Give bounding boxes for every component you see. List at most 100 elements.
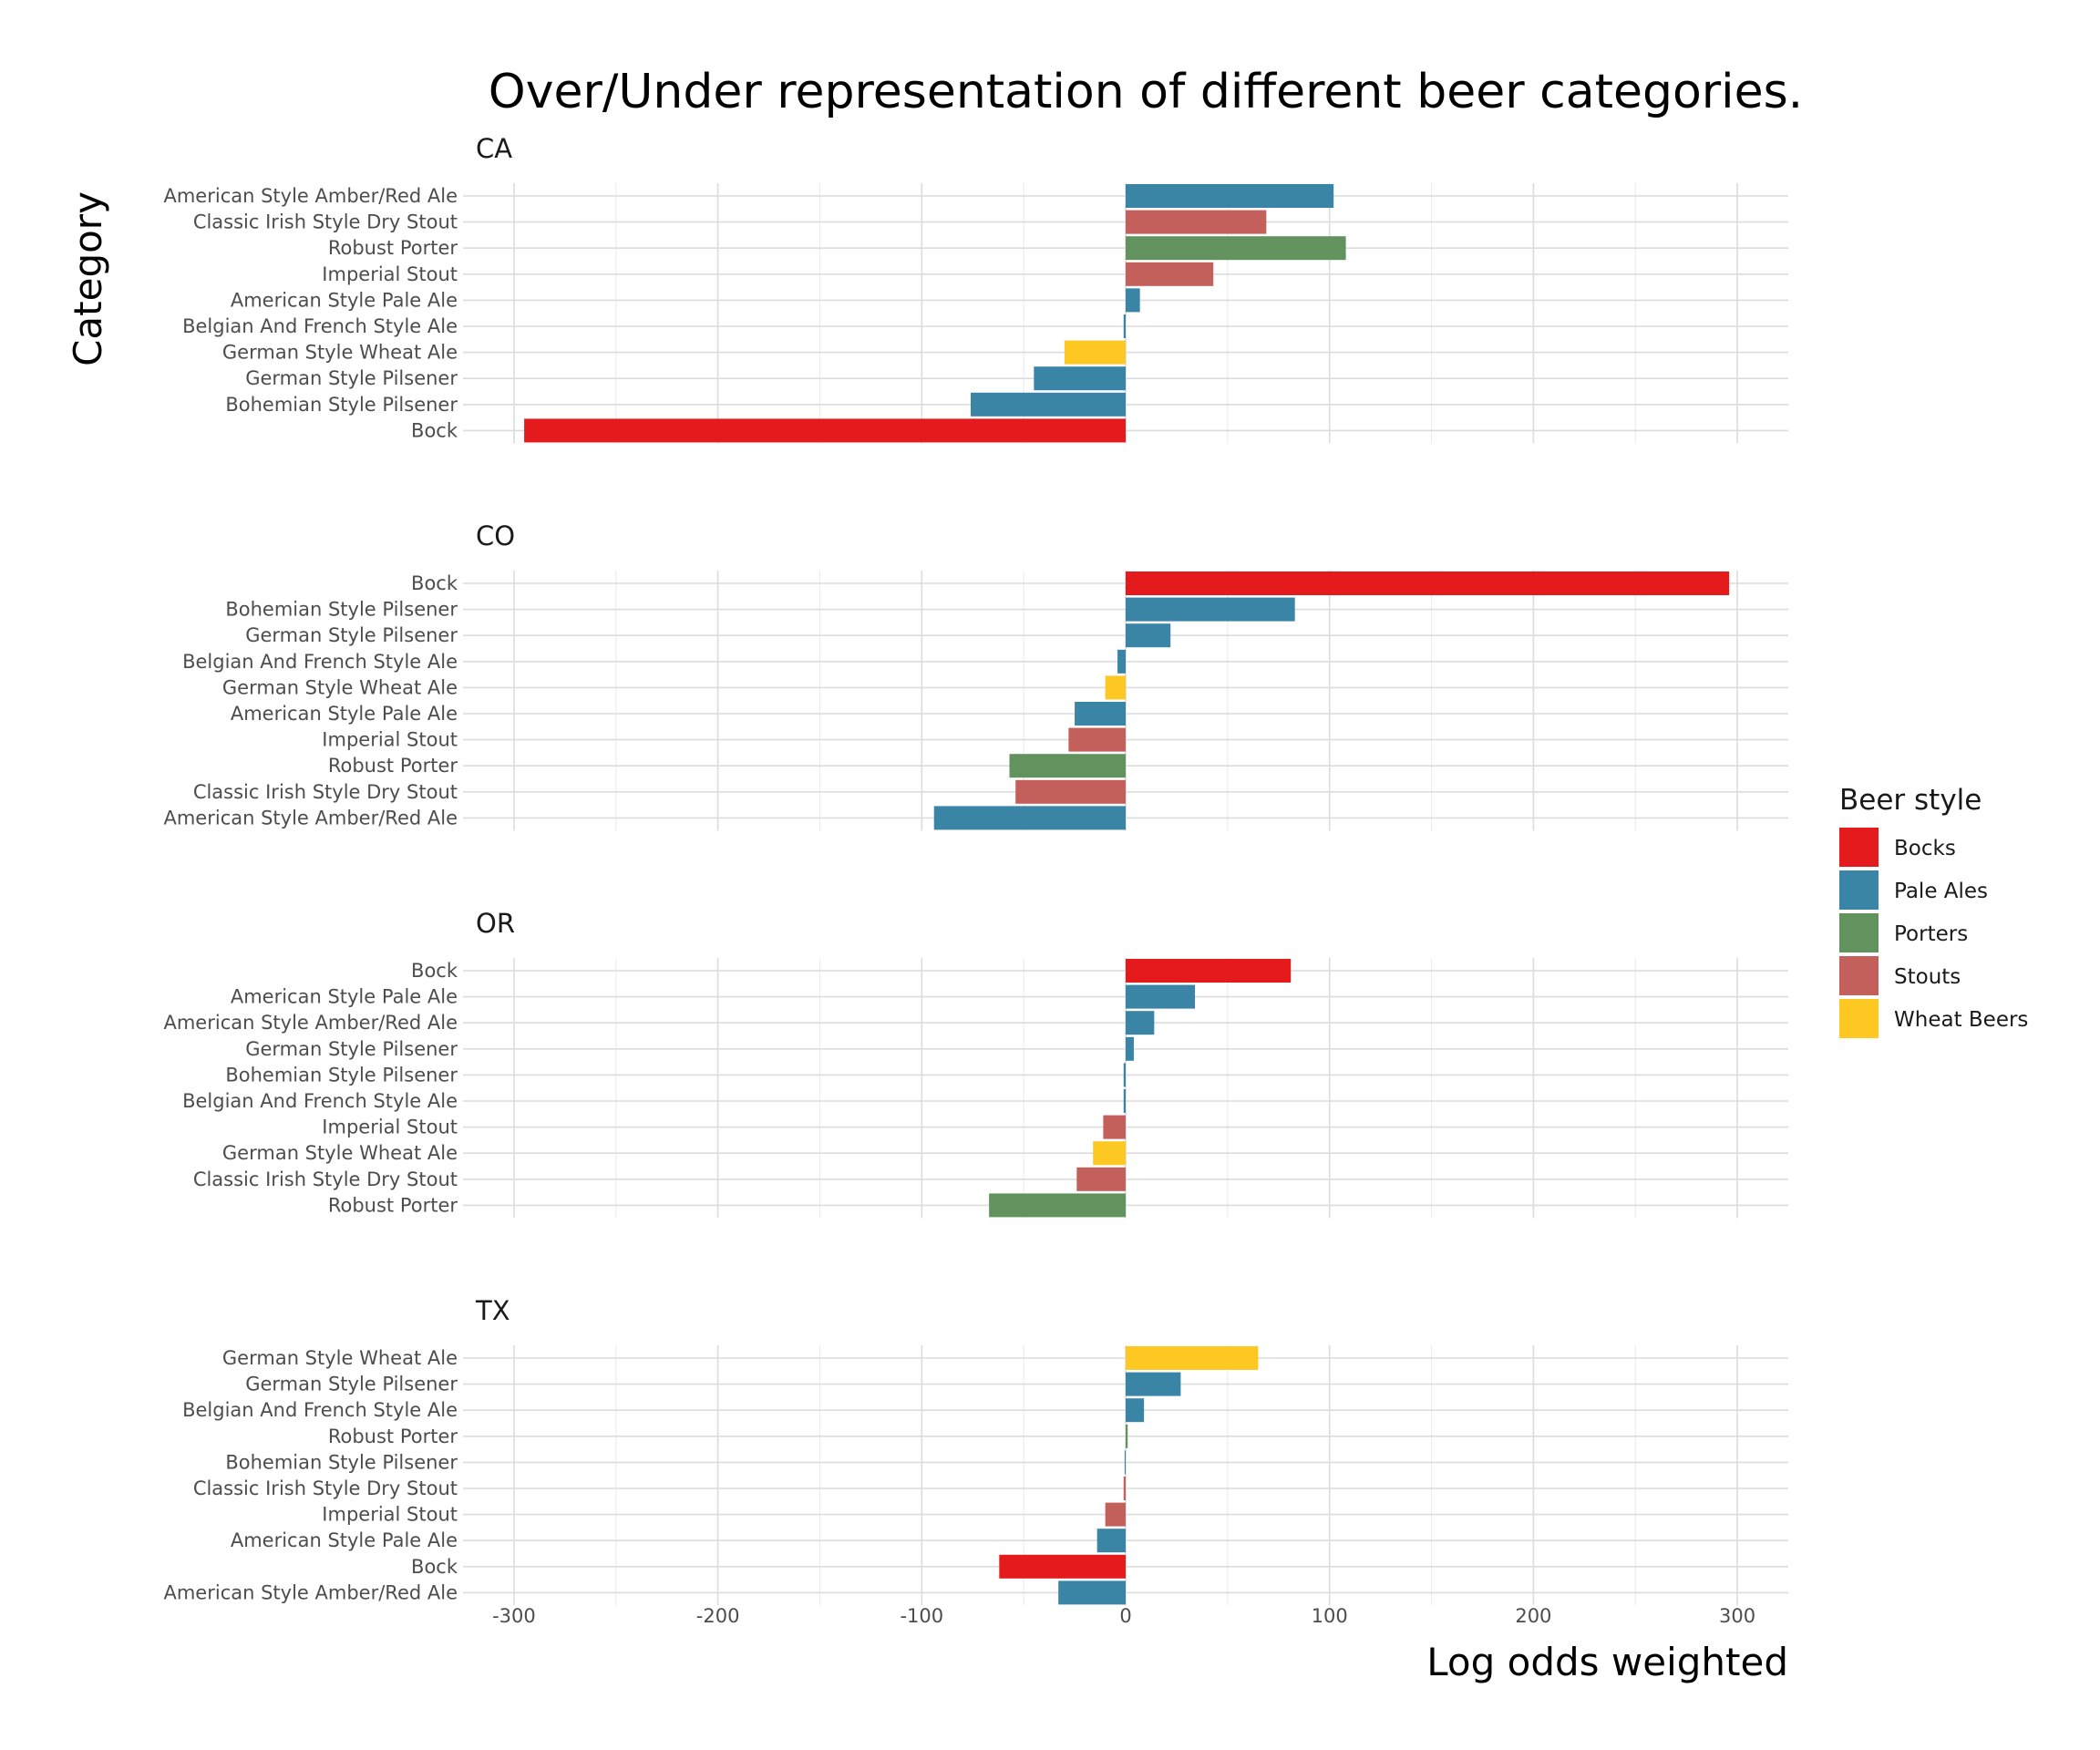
category-label: German Style Pilsener (245, 367, 458, 389)
legend-label: Wheat Beers (1894, 1008, 2028, 1032)
category-label: American Style Amber/Red Ale (163, 1012, 458, 1034)
category-label: Bock (411, 419, 458, 441)
category-label: Classic Irish Style Dry Stout (193, 781, 458, 803)
category-label: Robust Porter (328, 237, 458, 259)
bar (1126, 288, 1140, 313)
category-label: Robust Porter (328, 1194, 458, 1216)
category-label: Classic Irish Style Dry Stout (193, 1168, 458, 1190)
facet-panels: CA American Style Amber/Red Ale Classic Ir… (163, 133, 1788, 1606)
x-tick-label: 100 (1312, 1605, 1348, 1627)
legend-swatch (1839, 828, 1879, 867)
legend-swatch (1839, 870, 1879, 910)
bar (1123, 314, 1126, 338)
x-tick-label: 200 (1515, 1605, 1551, 1627)
category-label: German Style Pilsener (245, 1374, 458, 1395)
bar (1123, 1089, 1126, 1113)
category-label: American Style Amber/Red Ale (163, 807, 458, 829)
category-label: Imperial Stout (322, 1504, 458, 1526)
category-label: German Style Pilsener (245, 624, 458, 646)
bar (1105, 1502, 1126, 1527)
category-label: American Style Pale Ale (231, 289, 458, 311)
legend-swatch (1839, 913, 1879, 952)
legend-title: Beer style (1839, 784, 1982, 817)
bar (1126, 597, 1295, 622)
category-label: American Style Pale Ale (231, 986, 458, 1008)
panel-label: CA (476, 133, 512, 164)
bar (1126, 1398, 1145, 1423)
category-label: Belgian And French Style Ale (182, 651, 458, 673)
category-label: Robust Porter (328, 755, 458, 777)
category-label: Classic Irish Style Dry Stout (193, 1477, 458, 1499)
category-label: Imperial Stout (322, 729, 458, 751)
bar (1064, 340, 1126, 365)
panel-or: OR Bock American Style Pale Ale American St… (163, 908, 1788, 1219)
panel-label: TX (475, 1295, 510, 1326)
legend-item: Pale Ales (1839, 870, 1988, 910)
category-label: American Style Pale Ale (231, 703, 458, 725)
panel-tx: TX German Style Wheat Ale German Style Pil… (163, 1295, 1788, 1606)
category-label: German Style Pilsener (245, 1038, 458, 1060)
bar (989, 1193, 1126, 1218)
bar (1126, 184, 1334, 208)
bar (1076, 1167, 1126, 1191)
category-label: American Style Amber/Red Ale (163, 1581, 458, 1603)
x-tick-label: -200 (696, 1605, 740, 1627)
category-label: Bock (411, 572, 458, 594)
x-tick-label: -300 (492, 1605, 536, 1627)
bar (1034, 366, 1126, 391)
legend-item: Wheat Beers (1839, 999, 2028, 1038)
panel-co: CO Bock Bohemian Style Pilsener German Styl… (163, 520, 1788, 831)
bar (999, 1554, 1126, 1579)
category-label: American Style Amber/Red Ale (163, 185, 458, 207)
bar (1009, 754, 1126, 778)
panel-ca: CA American Style Amber/Red Ale Classic Ir… (163, 133, 1788, 444)
legend-label: Bocks (1894, 837, 1956, 860)
bar (1058, 1580, 1126, 1605)
category-label: Robust Porter (328, 1426, 458, 1447)
category-label: German Style Wheat Ale (222, 1347, 458, 1369)
bar (1126, 236, 1346, 261)
legend-item: Porters (1839, 913, 1968, 952)
category-label: Bock (411, 960, 458, 982)
bar (1096, 1529, 1126, 1553)
category-label: Bock (411, 1556, 458, 1578)
bar (1124, 1450, 1126, 1475)
category-label: Classic Irish Style Dry Stout (193, 211, 458, 233)
panel-label: CO (476, 520, 515, 551)
bar (1075, 702, 1126, 726)
category-label: Belgian And French Style Ale (182, 315, 458, 337)
category-label: Imperial Stout (322, 1117, 458, 1138)
legend-label: Pale Ales (1894, 880, 1988, 903)
category-label: American Style Pale Ale (231, 1529, 458, 1551)
bar (970, 392, 1126, 417)
legend-item: Bocks (1839, 828, 1956, 867)
category-label: Bohemian Style Pilsener (225, 1064, 458, 1086)
category-label: Imperial Stout (322, 263, 458, 285)
category-label: German Style Wheat Ale (222, 1142, 458, 1164)
category-label: German Style Wheat Ale (222, 342, 458, 364)
bar (1126, 1011, 1155, 1035)
legend-swatch (1839, 956, 1879, 995)
bar (1123, 1063, 1126, 1087)
category-label: Belgian And French Style Ale (182, 1090, 458, 1112)
x-tick-label: 300 (1719, 1605, 1755, 1627)
bar (1123, 1477, 1126, 1500)
category-label: Bohemian Style Pilsener (225, 599, 458, 621)
x-axis-title: Log odds weighted (1426, 1640, 1788, 1684)
x-axis: -300 -200 -100 0 100 200 300 (492, 1605, 1755, 1627)
bar (1126, 984, 1196, 1009)
bar (933, 806, 1126, 830)
bar (1126, 210, 1267, 234)
bar (1126, 1424, 1128, 1448)
bar (1103, 1115, 1126, 1139)
bar (1093, 1141, 1126, 1166)
bar (1015, 779, 1126, 804)
bar (1126, 1372, 1181, 1396)
y-axis-title: Category (66, 191, 110, 366)
category-label: German Style Wheat Ale (222, 676, 458, 698)
bar (1117, 649, 1126, 674)
legend-swatch (1839, 999, 1879, 1038)
x-tick-label: 0 (1119, 1605, 1131, 1627)
chart-title: Over/Under representation of different b… (489, 65, 1803, 119)
